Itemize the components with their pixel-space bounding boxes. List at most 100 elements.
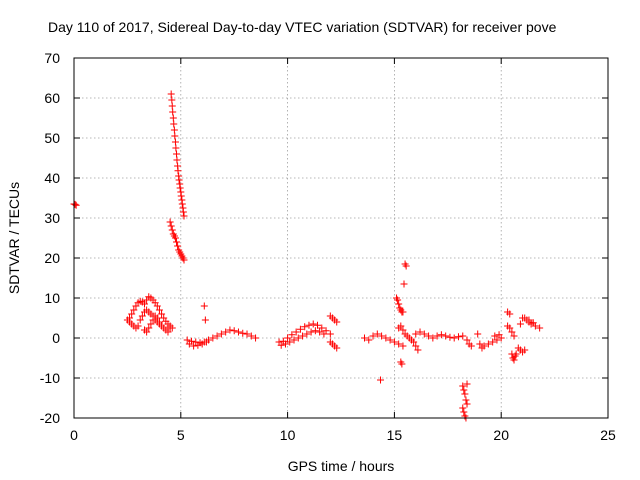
data-point	[158, 310, 166, 318]
data-point	[433, 332, 441, 340]
data-point	[316, 328, 324, 336]
data-point	[185, 340, 193, 348]
data-point	[506, 310, 514, 318]
data-point	[307, 328, 315, 336]
data-point	[495, 331, 503, 339]
y-tick-label: 30	[44, 210, 60, 226]
data-point	[489, 338, 497, 346]
plot-area-border	[73, 57, 609, 419]
data-point	[149, 316, 157, 324]
data-point	[172, 144, 180, 152]
data-point	[373, 330, 381, 338]
data-point	[201, 316, 209, 324]
data-point	[474, 330, 482, 338]
data-point	[178, 200, 186, 208]
data-point	[164, 328, 172, 336]
data-point	[320, 330, 328, 338]
data-point	[397, 322, 405, 330]
data-point	[301, 323, 309, 331]
data-point	[425, 332, 433, 340]
data-point	[284, 334, 292, 342]
data-point	[296, 325, 304, 333]
data-point	[506, 324, 514, 332]
data-point	[318, 324, 326, 332]
data-point	[510, 332, 518, 340]
data-point	[183, 336, 191, 344]
data-point	[390, 338, 398, 346]
data-point	[414, 346, 422, 354]
data-point	[399, 342, 407, 350]
data-point	[252, 334, 260, 342]
data-point	[437, 331, 445, 339]
data-point	[138, 312, 146, 320]
data-point	[394, 296, 402, 304]
data-point	[333, 344, 341, 352]
data-point	[222, 328, 230, 336]
data-point	[399, 308, 407, 316]
data-point	[377, 376, 385, 384]
data-point	[402, 262, 410, 270]
data-point	[175, 176, 183, 184]
data-point	[463, 400, 471, 408]
data-point	[463, 336, 471, 344]
data-point	[299, 332, 307, 340]
data-point	[281, 340, 289, 348]
data-point	[420, 330, 428, 338]
data-point	[476, 340, 484, 348]
data-point	[134, 322, 142, 330]
data-point	[171, 138, 179, 146]
data-point	[168, 226, 176, 234]
data-point	[493, 336, 501, 344]
data-point	[171, 132, 179, 140]
data-point	[536, 324, 544, 332]
x-tick-label: 5	[177, 427, 185, 443]
data-point	[412, 330, 420, 338]
data-point	[177, 192, 185, 200]
y-axis-label: SDTVAR / TECUs	[6, 182, 22, 294]
data-point	[209, 334, 217, 342]
data-point	[460, 408, 468, 416]
data-point	[294, 334, 302, 342]
data-point	[311, 327, 319, 335]
data-point	[198, 340, 206, 348]
data-point	[508, 328, 516, 336]
data-point	[459, 332, 467, 340]
x-tick-label: 0	[70, 427, 78, 443]
data-point	[153, 314, 161, 322]
data-point	[202, 338, 210, 346]
data-point	[180, 256, 188, 264]
data-point	[128, 310, 136, 318]
y-tick-label: 60	[44, 90, 60, 106]
data-point	[243, 330, 251, 338]
data-point	[484, 340, 492, 348]
axis-ticks	[73, 57, 609, 419]
data-point	[167, 222, 175, 230]
x-tick-label: 10	[280, 427, 296, 443]
tick-labels: 0 5 10 15 20 25 -20 -10 0 10 20 30 40 50 60 70	[40, 50, 616, 443]
data-point	[309, 320, 317, 328]
x-tick-label: 20	[493, 427, 509, 443]
data-point	[168, 102, 176, 110]
data-point	[171, 234, 179, 242]
y-tick-label: 10	[44, 290, 60, 306]
data-point	[292, 328, 300, 336]
data-point	[382, 334, 390, 342]
data-point	[173, 238, 181, 246]
data-point	[145, 324, 153, 332]
data-point	[290, 336, 298, 344]
data-point	[234, 328, 242, 336]
data-point	[516, 320, 524, 328]
data-point	[400, 280, 408, 288]
data-point	[147, 320, 155, 328]
data-point	[429, 334, 437, 342]
x-tick-label: 25	[600, 427, 616, 443]
data-point	[386, 336, 394, 344]
data-point	[173, 156, 181, 164]
y-tick-label: 70	[44, 50, 60, 66]
data-point	[190, 342, 198, 350]
data-point	[378, 332, 386, 340]
data-point	[395, 300, 403, 308]
data-point	[153, 302, 161, 310]
data-point	[247, 332, 255, 340]
